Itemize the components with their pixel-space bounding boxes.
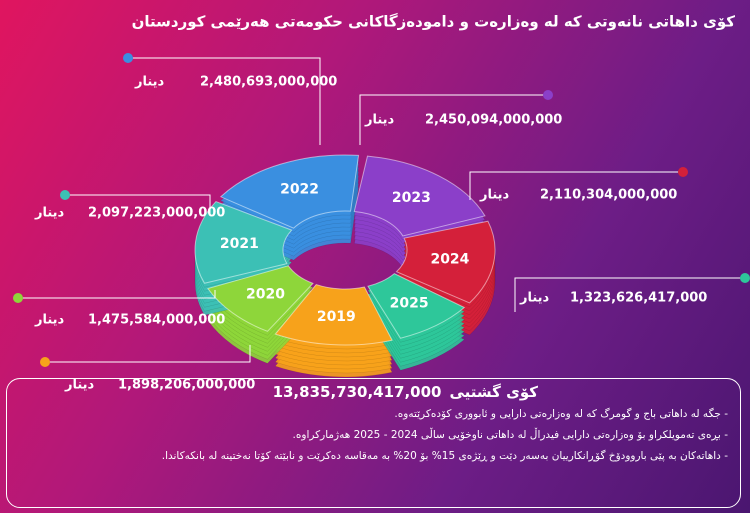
- value-label: 1,475,584,000,000: [88, 313, 225, 328]
- unit-label: دینار: [34, 313, 65, 328]
- callout-line: [359, 94, 548, 145]
- note: بڕەی تەمویلکراو بۆ وەزارەتی دارایی فیدرا…: [15, 428, 728, 443]
- unit-label: دینار: [479, 188, 510, 203]
- slice: [395, 220, 496, 304]
- slice: [219, 154, 360, 229]
- callout-line: [45, 345, 251, 363]
- value-label: 2,450,094,000,000: [425, 113, 562, 128]
- value-label: 1,898,206,000,000: [118, 378, 255, 393]
- chart-title: کۆی داهاتی نانەوتی کە لە وەزارەت و دامود…: [132, 13, 736, 31]
- slice: [194, 201, 293, 284]
- slice-label: 2022: [280, 181, 319, 197]
- value-label: 1,323,626,417,000: [570, 291, 707, 306]
- slice-label: 2021: [220, 236, 259, 252]
- callout-line: [469, 171, 683, 200]
- total-value: 13,835,730,417,000: [272, 383, 442, 401]
- note: جگە لە داهاتی باج و گومرگ کە لە وەزارەتی…: [15, 407, 728, 422]
- slice: [274, 283, 393, 346]
- callout-dot: [40, 357, 50, 367]
- unit-label: دینار: [134, 75, 165, 90]
- note: داهاتەکان بە پێی باروودۆخ گۆڕانکارییان ب…: [15, 449, 728, 464]
- summary-box: کۆی گشتیی 13,835,730,417,000 جگە لە داهات…: [6, 378, 741, 508]
- slice: [367, 273, 466, 339]
- callout-line: [128, 57, 321, 145]
- unit-label: دینار: [519, 291, 550, 306]
- slice-label: 2020: [246, 286, 285, 302]
- unit-label: دینار: [34, 206, 65, 221]
- unit-label: دینار: [364, 113, 395, 128]
- callout-dot: [740, 273, 750, 283]
- slice-label: 2024: [430, 251, 469, 267]
- notes: جگە لە داهاتی باج و گومرگ کە لە وەزارەتی…: [15, 407, 728, 464]
- slice: [353, 155, 486, 237]
- callout-dot: [543, 90, 553, 100]
- callout-dot: [123, 53, 133, 63]
- callout-line: [65, 194, 211, 215]
- callout-dot: [678, 167, 688, 177]
- callout-line: [18, 290, 216, 299]
- value-label: 2,480,693,000,000: [200, 75, 337, 90]
- value-label: 2,097,223,000,000: [88, 206, 225, 221]
- callout-dot: [60, 190, 70, 200]
- total-label: کۆی گشتیی: [449, 383, 538, 401]
- callout-line: [514, 277, 745, 312]
- value-label: 2,110,304,000,000: [540, 188, 677, 203]
- total: کۆی گشتیی 13,835,730,417,000: [15, 383, 538, 401]
- slice: [207, 265, 314, 332]
- slice-label: 2025: [390, 295, 429, 311]
- slice-label: 2023: [392, 190, 431, 206]
- unit-label: دینار: [64, 378, 95, 393]
- callout-dot: [13, 293, 23, 303]
- slice-label: 2019: [317, 309, 356, 325]
